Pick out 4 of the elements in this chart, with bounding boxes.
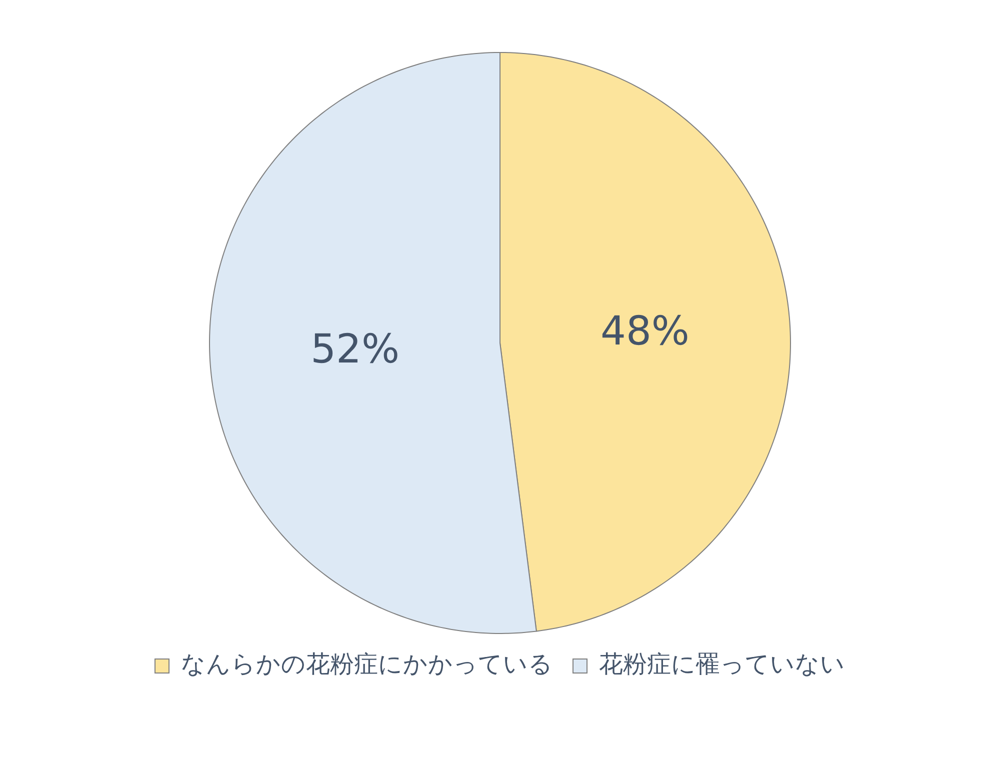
data-label: 48% xyxy=(600,308,690,354)
data-label: 52% xyxy=(310,326,400,373)
legend-label: なんらかの花粉症にかかっている xyxy=(181,650,553,678)
legend-label: 花粉症に罹っていない xyxy=(599,650,845,678)
